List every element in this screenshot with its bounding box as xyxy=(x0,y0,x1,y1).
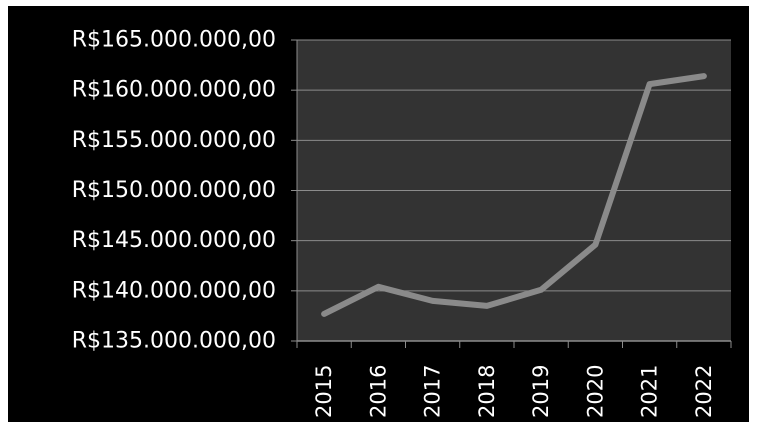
y-axis-tick-label: R$155.000.000,00 xyxy=(72,128,276,153)
data-point xyxy=(540,289,542,291)
y-axis-tick-labels: R$135.000.000,00 R$140.000.000,00 R$145.00… xyxy=(72,28,276,354)
x-axis-tick-label: 2020 xyxy=(583,365,607,418)
data-point xyxy=(649,83,651,85)
data-point xyxy=(486,305,488,307)
y-axis-tick-label: R$135.000.000,00 xyxy=(72,329,276,354)
x-axis-tick-label: 2017 xyxy=(421,365,445,418)
axes xyxy=(296,40,732,348)
x-axis-tick-label: 2022 xyxy=(692,365,716,418)
x-axis-tick-labels: 2015 2016 2017 2018 2019 2020 2021 2022 xyxy=(312,365,716,418)
y-axis-tick-label: R$145.000.000,00 xyxy=(72,228,276,253)
x-axis-tick-label: 2021 xyxy=(638,365,662,418)
y-axis-tick-label: R$160.000.000,00 xyxy=(72,78,276,103)
series-line xyxy=(321,73,707,317)
x-axis-tick-label: 2016 xyxy=(366,365,390,418)
y-axis-tick-label: R$165.000.000,00 xyxy=(72,28,276,53)
gridlines xyxy=(291,39,731,342)
x-axis-tick-label: 2019 xyxy=(529,365,553,418)
x-axis-tick-label: 2015 xyxy=(312,365,336,418)
series-layer xyxy=(321,73,707,317)
data-point xyxy=(594,244,596,246)
y-axis-tick-label: R$140.000.000,00 xyxy=(72,278,276,303)
data-point xyxy=(377,286,379,288)
data-point xyxy=(323,313,325,315)
x-axis-tick-label: 2018 xyxy=(475,365,499,418)
data-point xyxy=(703,75,705,77)
y-axis-tick-label: R$150.000.000,00 xyxy=(72,178,276,203)
data-point xyxy=(432,300,434,302)
